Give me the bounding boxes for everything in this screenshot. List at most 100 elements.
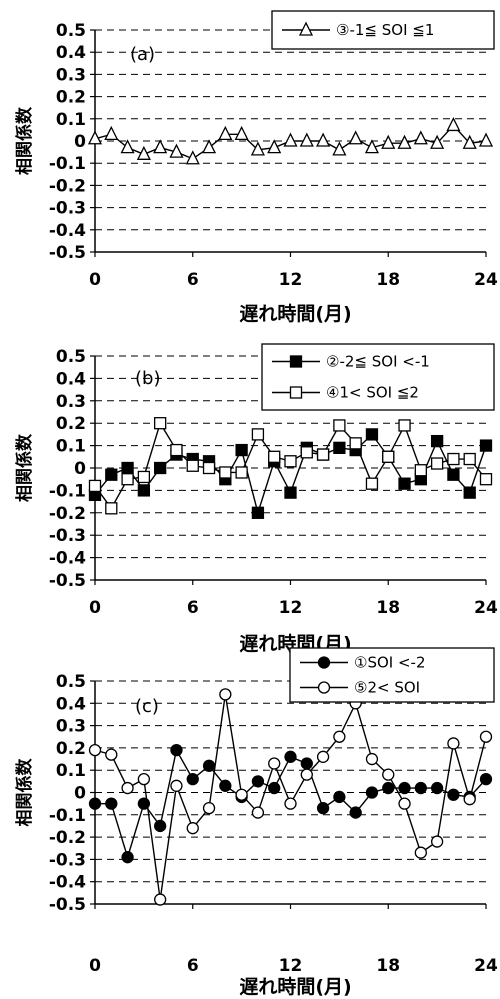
data-point-series-2 <box>316 750 330 763</box>
data-point-series-2 <box>333 730 346 743</box>
y-tick-label: -0.3 <box>49 526 86 546</box>
y-tick-label: 0.4 <box>56 694 86 714</box>
data-point-series-2 <box>137 470 151 484</box>
y-tick-label: 0.5 <box>56 347 86 367</box>
data-point-series-1 <box>219 779 232 792</box>
data-point-series-1 <box>479 772 493 786</box>
data-point-series-2 <box>479 730 493 743</box>
y-tick-label: 0.1 <box>56 761 86 781</box>
x-tick-label: 18 <box>376 598 400 618</box>
legend: ②-2≦ SOI <-1 ④1< SOI ≦2 <box>261 343 495 411</box>
data-point-series-2 <box>463 793 476 806</box>
chart-panel-b: 0.50.40.30.20.10-0.1-0.2-0.3-0.4-0.50 6 12… <box>14 343 498 655</box>
data-point-series-1 <box>364 139 380 154</box>
data-point-series-1 <box>267 139 282 154</box>
legend-label: ①SOI <-2 <box>354 654 426 672</box>
data-point-series-1 <box>414 781 427 795</box>
x-axis-label: 遅れ時間(月) <box>239 303 351 325</box>
y-tick-label: -0.5 <box>49 895 86 915</box>
y-tick-label: -0.2 <box>49 828 86 848</box>
x-axis-label: 遅れ時間(月) <box>239 976 351 998</box>
x-tick-label: 12 <box>279 956 303 976</box>
data-point-series-1 <box>105 797 118 810</box>
data-point-series-1 <box>284 750 297 763</box>
data-point-series-2 <box>398 419 411 432</box>
y-tick-label: 0.1 <box>56 437 86 457</box>
y-tick-label: -0.3 <box>49 850 86 870</box>
x-tick-label: 24 <box>474 598 498 618</box>
y-tick-label: -0.4 <box>49 873 86 893</box>
data-point-series-1 <box>348 130 363 145</box>
data-point-series-1 <box>413 130 428 145</box>
data-point-series-2 <box>235 788 248 801</box>
data-point-series-1 <box>170 743 183 757</box>
data-point-series-1 <box>446 117 461 132</box>
data-point-series-2 <box>382 450 395 463</box>
data-point-series-2 <box>219 466 232 479</box>
y-tick-label: -0.3 <box>49 199 86 219</box>
data-point-series-2 <box>186 459 199 472</box>
y-tick-label: 0.2 <box>56 739 86 759</box>
data-point-series-1 <box>87 130 103 145</box>
data-point-series-2 <box>105 748 118 761</box>
legend-label: ④1< SOI ≦2 <box>326 384 419 402</box>
x-tick-label: 6 <box>187 956 199 976</box>
legend-marker <box>298 21 314 36</box>
data-point-series-1 <box>332 141 347 156</box>
data-point-series-1 <box>365 428 379 441</box>
data-point-series-1 <box>365 786 379 799</box>
y-tick-label: -0.5 <box>49 243 86 263</box>
data-point-series-1 <box>121 851 134 864</box>
data-point-series-2 <box>137 772 151 786</box>
legend-marker <box>317 656 331 669</box>
data-point-series-1 <box>333 441 346 454</box>
data-point-series-2 <box>88 479 102 493</box>
data-point-series-1 <box>447 788 460 801</box>
data-point-series-1 <box>105 468 118 481</box>
data-point-series-2 <box>447 452 460 466</box>
data-point-series-1 <box>398 477 411 490</box>
data-point-series-2 <box>479 473 493 486</box>
data-point-series-1 <box>202 759 216 772</box>
data-point-series-1 <box>300 757 313 770</box>
data-point-series-2 <box>154 417 167 430</box>
data-point-series-2 <box>186 822 199 835</box>
data-point-series-1 <box>235 443 248 457</box>
x-tick-label: 18 <box>376 270 400 290</box>
data-point-series-2 <box>333 419 346 432</box>
data-point-series-2 <box>430 457 444 470</box>
y-tick-label: -0.2 <box>49 176 86 196</box>
data-point-series-2 <box>202 801 216 815</box>
legend-label: ⑤2< SOI <box>354 679 420 697</box>
data-point-series-1 <box>430 781 444 795</box>
data-point-series-1 <box>316 132 331 147</box>
x-tick-label: 12 <box>279 270 303 290</box>
data-point-series-2 <box>382 768 395 781</box>
data-point-series-2 <box>268 450 281 463</box>
data-point-series-2 <box>121 473 134 486</box>
data-point-series-1 <box>185 150 200 165</box>
x-tick-label: 24 <box>474 956 498 976</box>
data-point-series-2 <box>430 835 444 848</box>
legend-label: ②-2≦ SOI <-1 <box>326 353 430 371</box>
data-point-series-2 <box>365 752 379 766</box>
data-point-series-1 <box>136 145 151 160</box>
legend-marker <box>317 681 331 694</box>
data-point-series-1 <box>121 461 134 475</box>
legend-box <box>261 343 495 411</box>
data-point-series-2 <box>268 757 281 770</box>
legend: ③-1≦ SOI ≦1 <box>271 10 495 50</box>
x-tick-label: 0 <box>89 598 101 618</box>
data-point-series-1 <box>462 134 477 149</box>
y-tick-label: 0.3 <box>56 717 86 737</box>
data-point-series-1 <box>120 139 135 154</box>
x-tick-label: 18 <box>376 956 400 976</box>
data-point-series-1 <box>153 139 168 154</box>
data-point-series-1 <box>479 439 493 452</box>
data-point-series-1 <box>283 132 298 147</box>
data-point-series-1 <box>382 781 395 795</box>
data-point-series-2 <box>447 737 460 750</box>
data-point-series-2 <box>170 443 183 457</box>
data-point-series-1 <box>201 139 217 154</box>
y-tick-label: 0.1 <box>56 110 86 130</box>
